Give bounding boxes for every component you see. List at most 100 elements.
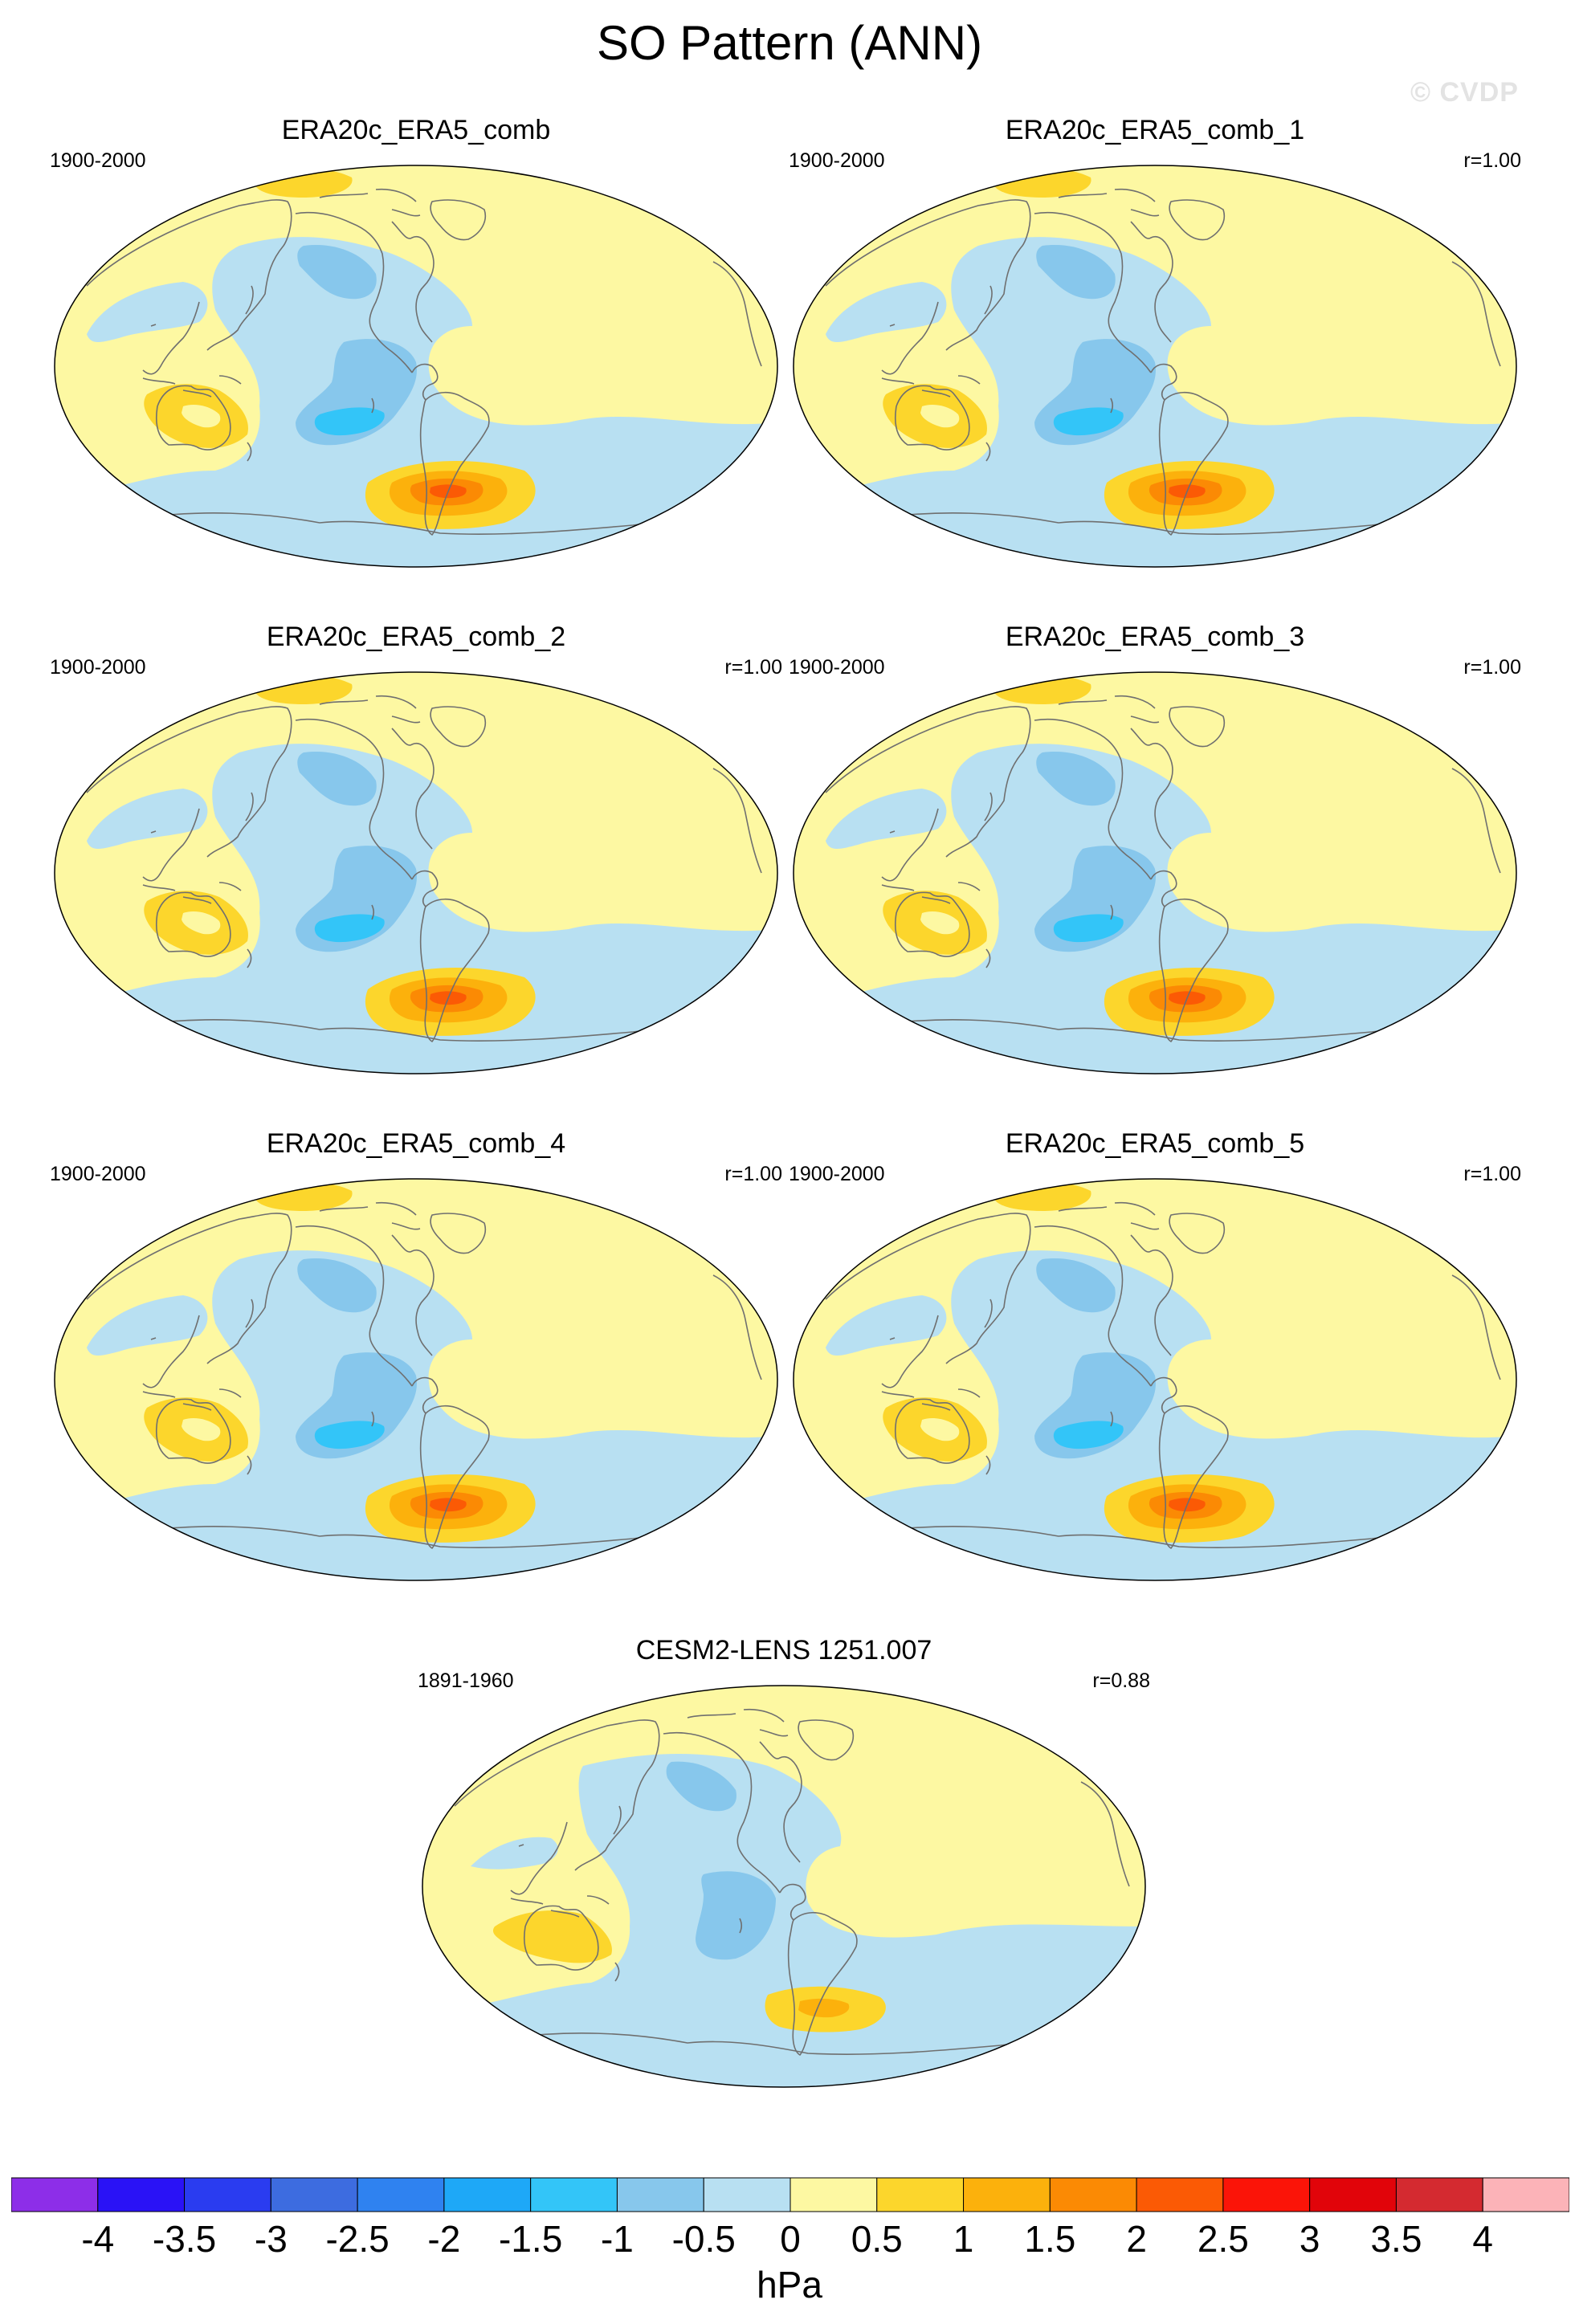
colorbar-tick-label: -3 — [254, 2218, 288, 2260]
map-panel: ERA20c_ERA5_comb_2 1900-2000 r=1.00 — [50, 621, 782, 1112]
map-border — [793, 671, 1517, 1074]
colorbar-tick-label: 0.5 — [851, 2218, 903, 2260]
anomaly-contour — [87, 789, 208, 849]
panel-period: 1900-2000 — [789, 149, 885, 172]
colorbar-tick-label: 1.5 — [1024, 2218, 1076, 2260]
map-border — [54, 1178, 778, 1581]
colorbar-box — [1395, 2177, 1483, 2212]
anomaly-contour — [314, 914, 385, 943]
map-plot — [54, 671, 778, 1074]
map-plot — [793, 1178, 1517, 1581]
panel-period: 1900-2000 — [50, 1163, 146, 1185]
anomaly-contour — [798, 1998, 850, 2018]
anomaly-contour — [314, 407, 385, 436]
colorbar-box — [876, 2177, 965, 2212]
anomaly-contour — [55, 1250, 777, 1580]
map-panel: ERA20c_ERA5_comb_4 1900-2000 r=1.00 — [50, 1127, 782, 1619]
anomaly-contour — [1053, 1421, 1124, 1449]
colorbar-tick-label: -1.5 — [499, 2218, 563, 2260]
map-plot — [54, 165, 778, 568]
colorbar-box — [443, 2177, 532, 2212]
colorbar-box — [616, 2177, 704, 2212]
anomaly-contour — [297, 752, 377, 806]
colorbar-box — [1482, 2177, 1569, 2212]
anomaly-contour — [422, 1754, 1145, 2087]
map-border — [54, 671, 778, 1074]
colorbar-tick-label: -3.5 — [152, 2218, 217, 2260]
colorbar-units: hPa — [757, 2264, 822, 2306]
colorbar-tick-label: 3 — [1299, 2218, 1320, 2260]
map-border — [422, 1685, 1146, 2088]
panel-title: ERA20c_ERA5_comb_4 — [266, 1128, 566, 1159]
panel-title: ERA20c_ERA5_comb — [281, 115, 551, 145]
colorbar-box — [703, 2177, 791, 2212]
colorbar-box — [97, 2177, 186, 2212]
colorbar-box — [1136, 2177, 1224, 2212]
panel-title: CESM2-LENS 1251.007 — [635, 1635, 932, 1666]
anomaly-contour — [826, 1295, 947, 1356]
map-panel: ERA20c_ERA5_comb_1 1900-2000 r=1.00 — [789, 114, 1521, 605]
colorbar-box — [1309, 2177, 1397, 2212]
anomaly-contour — [1053, 914, 1124, 943]
panel-title: ERA20c_ERA5_comb_3 — [1005, 622, 1305, 652]
colorbar-tick-label: -4 — [81, 2218, 115, 2260]
panel-correlation: r=1.00 — [724, 656, 782, 679]
anomaly-contour — [794, 237, 1516, 567]
colorbar-box — [1222, 2177, 1311, 2212]
colorbar-tick-label: 1 — [953, 2218, 974, 2260]
colorbar-tick-label: -2 — [427, 2218, 461, 2260]
anomaly-contour — [794, 744, 1516, 1074]
colorbar-box — [1049, 2177, 1137, 2212]
colorbar-tick-label: -2.5 — [325, 2218, 390, 2260]
anomaly-contour — [826, 789, 947, 849]
panel-title: ERA20c_ERA5_comb_5 — [1005, 1128, 1305, 1159]
colorbar-tick-label: 4 — [1472, 2218, 1494, 2260]
coastlines — [86, 188, 770, 536]
anomaly-contour — [87, 1295, 208, 1356]
anomaly-contour — [182, 1418, 221, 1441]
panel-correlation: r=1.00 — [1463, 656, 1521, 679]
anomaly-contour — [1036, 752, 1116, 806]
anomaly-contour — [696, 1871, 776, 1960]
colorbar-box — [11, 2177, 99, 2212]
anomaly-contour — [920, 1418, 960, 1441]
anomaly-contour — [1053, 407, 1124, 436]
anomaly-contour — [666, 1761, 736, 1812]
cvdp-watermark: © CVDP — [1410, 77, 1519, 108]
anomaly-contour — [1036, 1258, 1116, 1313]
anomaly-contour — [920, 911, 960, 935]
map-panel: ERA20c_ERA5_comb_3 1900-2000 r=1.00 — [789, 621, 1521, 1112]
anomaly-contour — [297, 1258, 377, 1313]
anomaly-contour — [1036, 245, 1116, 300]
colorbar-box — [184, 2177, 271, 2212]
panel-correlation: r=1.00 — [724, 1163, 782, 1185]
anomaly-contour — [55, 744, 777, 1074]
colorbar-tick-label: -0.5 — [671, 2218, 736, 2260]
colorbar-tick-label: 2.5 — [1197, 2218, 1249, 2260]
anomaly-contour — [826, 282, 947, 342]
anomaly-contour — [492, 1910, 612, 1963]
colorbar-tick-label: 0 — [780, 2218, 801, 2260]
map-panel: CESM2-LENS 1251.007 1891-1960 r=0.88 — [418, 1634, 1150, 2126]
map-plot — [793, 165, 1517, 568]
figure-title: SO Pattern (ANN) — [596, 16, 983, 70]
colorbar-box — [270, 2177, 358, 2212]
panel-title: ERA20c_ERA5_comb_2 — [266, 622, 566, 652]
colorbar-box — [530, 2177, 618, 2212]
panel-correlation: r=0.88 — [1092, 1670, 1150, 1692]
colorbar-tick-label: -1 — [600, 2218, 634, 2260]
colorbar-labels: -4 -3.5 -3 -2.5 -2 -1.5 -1 -0.5 0 0.5 1 1.5 2 2.5 3 3.5… — [11, 2216, 1569, 2265]
anomaly-contour — [471, 1837, 558, 1869]
anomaly-contour — [55, 237, 777, 567]
map-border — [54, 165, 778, 568]
anomaly-contour — [920, 405, 960, 428]
map-border — [793, 165, 1517, 568]
colorbar-box — [790, 2177, 878, 2212]
panel-correlation: r=1.00 — [1463, 149, 1521, 172]
map-plot — [422, 1685, 1146, 2088]
coastlines — [825, 188, 1509, 536]
colorbar — [11, 2177, 1569, 2212]
colorbar-box — [357, 2177, 445, 2212]
map-border — [793, 1178, 1517, 1581]
map-plot — [54, 1178, 778, 1581]
